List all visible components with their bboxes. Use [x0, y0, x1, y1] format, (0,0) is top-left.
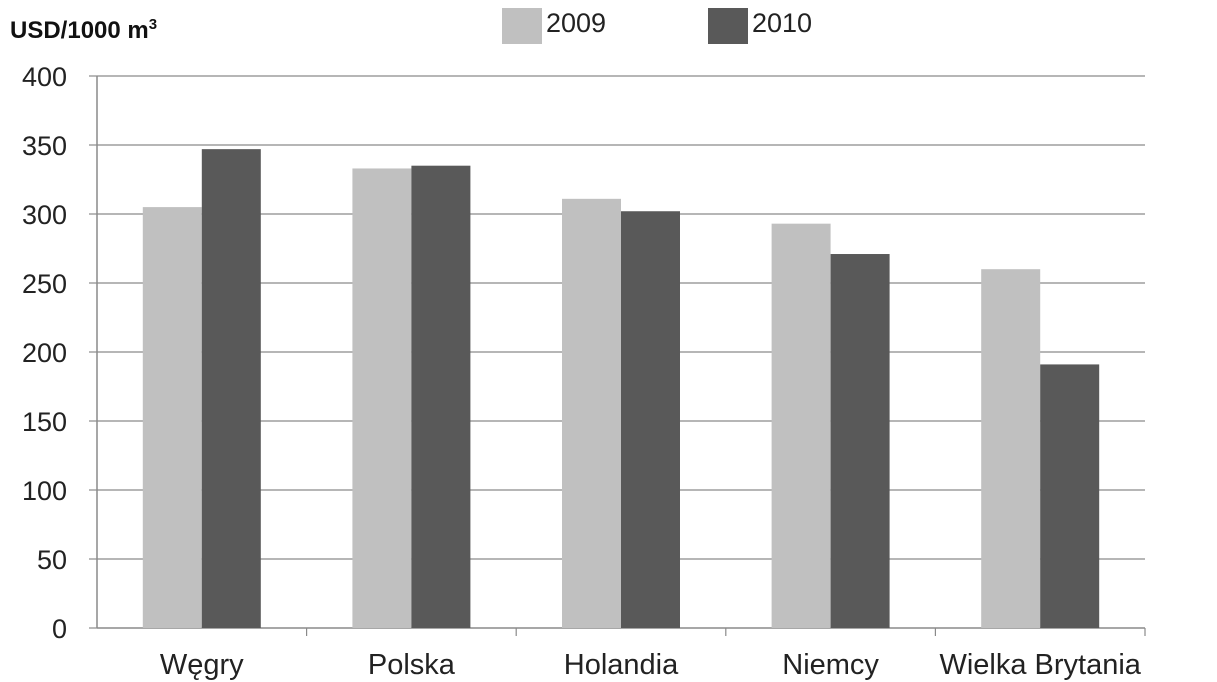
- y-tick-label-200: 200: [22, 338, 67, 368]
- bar-2010-0: [201, 149, 261, 628]
- x-tick-label-4: Wielka Brytania: [939, 649, 1141, 681]
- x-tick-label-3: Niemcy: [782, 649, 879, 681]
- bar-2010-4: [1040, 364, 1100, 628]
- bar-2010-1: [411, 165, 471, 628]
- legend-item-2010: 2010: [708, 8, 812, 44]
- y-tick-label-350: 350: [22, 131, 67, 161]
- bar-2009-3: [771, 223, 831, 628]
- bar-2009-0: [142, 207, 202, 628]
- bar-2009-2: [562, 198, 621, 628]
- y-tick-label-150: 150: [22, 407, 67, 437]
- legend-item-2009: 2009: [502, 8, 606, 44]
- legend-swatch-2010: [708, 8, 748, 44]
- y-tick-label-100: 100: [22, 476, 67, 506]
- x-tick-label-0: Węgry: [160, 649, 244, 681]
- y-tick-label-400: 400: [22, 62, 67, 92]
- y-axis-title: USD/1000 m3: [10, 16, 158, 44]
- x-tick-label-1: Polska: [368, 649, 456, 681]
- bar-2010-2: [621, 211, 680, 629]
- legend-label-2010: 2010: [752, 8, 813, 38]
- legend-label-2009: 2009: [546, 8, 607, 38]
- bar-2009-1: [352, 168, 412, 628]
- y-tick-label-0: 0: [52, 614, 67, 644]
- x-tick-label-2: Holandia: [564, 649, 679, 681]
- bar-2010-3: [830, 254, 890, 628]
- y-tick-label-250: 250: [22, 269, 67, 299]
- y-tick-label-300: 300: [22, 200, 67, 230]
- y-tick-label-50: 50: [37, 545, 67, 575]
- legend-swatch-2009: [502, 8, 542, 44]
- bar-2009-4: [981, 269, 1041, 628]
